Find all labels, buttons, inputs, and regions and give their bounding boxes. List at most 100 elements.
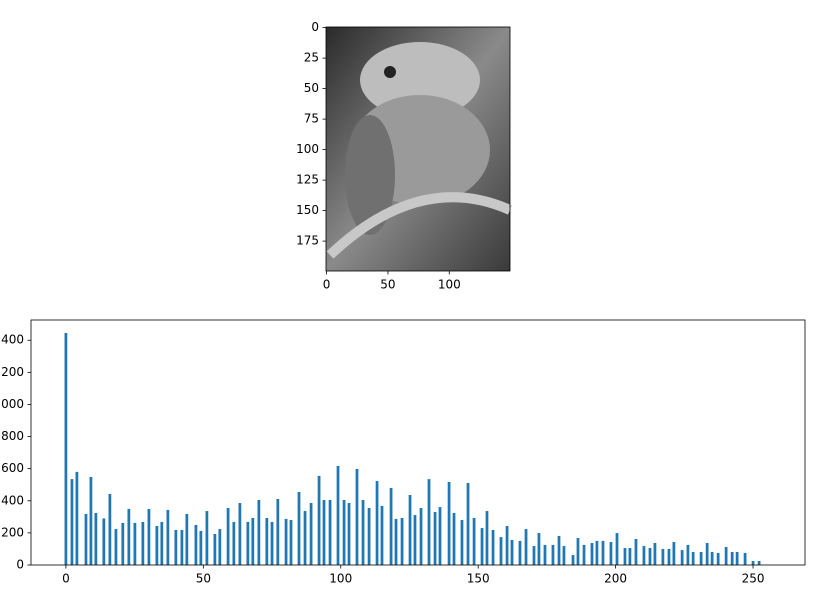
x-tick-label: 150 bbox=[467, 572, 490, 586]
bar bbox=[691, 551, 695, 565]
x-tick-label: 0 bbox=[62, 572, 70, 586]
bar bbox=[336, 465, 340, 565]
bar bbox=[108, 494, 112, 565]
bar bbox=[735, 551, 739, 565]
bar bbox=[595, 540, 599, 565]
bar bbox=[160, 521, 164, 565]
bar bbox=[246, 521, 250, 565]
bar bbox=[499, 537, 503, 565]
bar bbox=[375, 481, 379, 565]
bar bbox=[251, 517, 255, 565]
bar bbox=[518, 540, 522, 565]
bar bbox=[121, 522, 125, 565]
bar bbox=[524, 529, 528, 565]
bar bbox=[297, 491, 301, 565]
bar bbox=[94, 512, 98, 565]
bar bbox=[537, 533, 541, 565]
y-tick-label: 400 bbox=[1, 493, 24, 507]
bar bbox=[466, 482, 470, 565]
bar bbox=[648, 547, 652, 565]
bar bbox=[543, 544, 547, 565]
bar bbox=[347, 503, 351, 565]
x-tick-label: 100 bbox=[438, 278, 461, 292]
bar bbox=[642, 546, 646, 565]
bar bbox=[582, 544, 586, 565]
bar bbox=[155, 525, 159, 565]
bar bbox=[400, 517, 404, 565]
bar bbox=[743, 552, 747, 565]
bar bbox=[218, 529, 222, 565]
bar bbox=[257, 499, 261, 565]
bar bbox=[601, 540, 605, 565]
bar bbox=[485, 511, 489, 565]
bar bbox=[166, 509, 170, 565]
bar bbox=[303, 511, 307, 565]
bar bbox=[394, 518, 398, 565]
bar bbox=[133, 522, 137, 565]
bar bbox=[653, 543, 657, 565]
bar bbox=[680, 550, 684, 565]
y-tick-label: 0 bbox=[16, 558, 24, 572]
bar bbox=[309, 503, 313, 565]
bar bbox=[194, 525, 198, 565]
bar bbox=[628, 547, 632, 565]
bar bbox=[590, 543, 594, 565]
bar bbox=[634, 538, 638, 565]
bar bbox=[328, 499, 332, 565]
y-tick-label: 600 bbox=[1, 461, 24, 475]
bar bbox=[447, 481, 451, 565]
y-tick-label: 75 bbox=[304, 112, 319, 126]
bar bbox=[452, 512, 456, 565]
bar bbox=[185, 513, 189, 565]
bar bbox=[317, 475, 321, 565]
bar bbox=[667, 548, 671, 565]
bar bbox=[270, 521, 274, 565]
bar bbox=[89, 477, 93, 565]
bar bbox=[710, 551, 714, 565]
bar bbox=[174, 530, 178, 565]
bar bbox=[408, 495, 412, 565]
bar bbox=[433, 512, 437, 565]
x-tick-label: 200 bbox=[604, 572, 627, 586]
bar bbox=[686, 544, 690, 565]
bar bbox=[705, 543, 709, 565]
bar bbox=[623, 547, 627, 565]
bar bbox=[147, 508, 151, 565]
bar bbox=[751, 560, 755, 565]
y-tick-label: 1400 bbox=[0, 333, 24, 347]
bar bbox=[661, 548, 665, 565]
bar bbox=[226, 508, 230, 565]
bar bbox=[213, 534, 217, 565]
x-tick-label: 50 bbox=[380, 278, 395, 292]
bar bbox=[576, 538, 580, 565]
bar bbox=[724, 547, 728, 565]
bar bbox=[716, 552, 720, 565]
bar bbox=[70, 479, 74, 565]
bar bbox=[557, 535, 561, 565]
bar bbox=[232, 521, 236, 565]
y-tick-label: 150 bbox=[296, 203, 319, 217]
bar bbox=[342, 499, 346, 565]
bar bbox=[472, 517, 476, 565]
bar bbox=[284, 518, 288, 565]
bar bbox=[427, 479, 431, 565]
y-tick-label: 175 bbox=[296, 234, 319, 248]
bar bbox=[102, 518, 106, 565]
bar bbox=[460, 520, 464, 565]
bar bbox=[265, 517, 269, 565]
bar bbox=[361, 499, 365, 565]
bar bbox=[276, 499, 280, 565]
bar bbox=[322, 499, 326, 565]
bar bbox=[413, 515, 417, 565]
y-tick-label: 1200 bbox=[0, 365, 24, 379]
bar bbox=[571, 555, 575, 565]
image-placeholder bbox=[326, 27, 513, 271]
bar bbox=[491, 530, 495, 565]
bar bbox=[141, 521, 145, 565]
y-tick-label: 125 bbox=[296, 173, 319, 187]
y-tick-label: 25 bbox=[304, 51, 319, 65]
bar bbox=[238, 503, 242, 565]
bar bbox=[355, 468, 359, 565]
